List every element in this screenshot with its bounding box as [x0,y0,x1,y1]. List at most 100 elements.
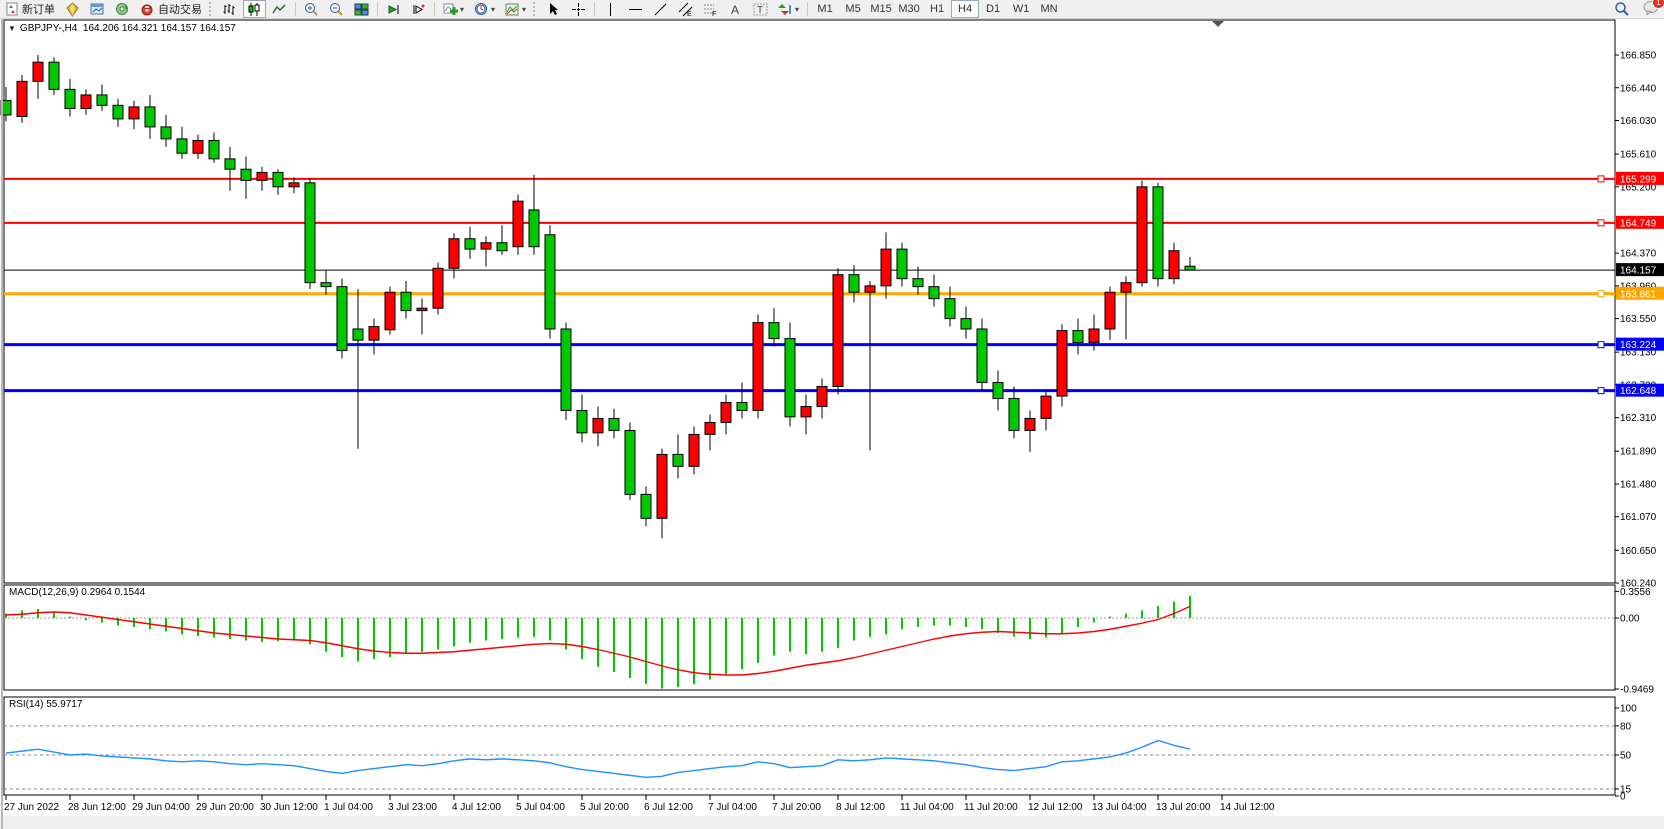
tab-timeframe-m15[interactable]: M15 [870,3,892,15]
time-tick-label: 5 Jul 20:00 [580,802,629,813]
templates-icon [505,3,519,15]
candle [608,417,620,431]
candle [336,286,348,352]
candle [1120,282,1132,293]
periods-button[interactable]: ▾ [470,0,499,18]
sound-button[interactable] [111,0,134,18]
candle [496,242,508,252]
candle [1040,395,1052,419]
notifications-button[interactable]: 1 [1643,0,1664,18]
horizontal-line-button[interactable] [624,0,647,18]
candle [640,493,652,519]
templates-button[interactable]: ▾ [501,0,530,18]
vertical-line-button[interactable] [599,0,622,18]
time-tick-label: 13 Jul 04:00 [1092,802,1147,813]
tab-timeframe-m1[interactable]: M1 [817,3,833,15]
text-label-button[interactable]: T [749,0,772,18]
candle [208,139,220,160]
time-tick-label: 12 Jul 12:00 [1028,802,1083,813]
crosshair-button[interactable] [567,0,590,18]
candle [768,322,780,340]
tile-windows-button[interactable] [350,0,373,18]
candle [624,429,636,495]
time-tick-label: 8 Jul 12:00 [836,802,885,813]
toolbar-grip [533,2,539,16]
price-level-label: 164.157 [1620,266,1657,277]
line-handle[interactable] [1597,175,1605,183]
candle [800,405,812,418]
tab-timeframe-d1[interactable]: D1 [986,3,1001,15]
notification-badge: 1 [1652,0,1664,9]
fibonacci-icon: F [704,4,716,17]
symbol-label: GBPJPY-,H4 [19,23,78,34]
line-handle[interactable] [1597,387,1605,395]
price-tick-label: 165.200 [1620,182,1657,193]
tab-timeframe-h1[interactable]: H1 [930,3,945,15]
tab-timeframe-h4[interactable]: H4 [951,0,980,18]
cursor-button[interactable] [542,0,565,18]
equidistant-channel-button[interactable]: E [674,0,697,18]
time-tick-label: 13 Jul 20:00 [1156,802,1211,813]
candle [160,126,172,140]
bar-chart-button[interactable] [218,0,241,18]
candle [144,106,156,128]
trendline-button[interactable] [649,0,672,18]
new-order-button[interactable]: 新订单 [1,0,59,18]
candle [304,182,316,284]
line-chart-icon [272,3,286,13]
line-chart-button[interactable] [268,0,291,18]
time-tick-label: 27 Jun 2022 [4,802,59,813]
indicators-button[interactable]: ▾ [439,0,468,18]
candle [704,421,716,435]
ohlc-values: 164.206 164.321 164.157 164.157 [82,23,236,34]
macd-scale-label: 0.3556 [1620,587,1651,598]
time-tick-label: 7 Jul 20:00 [772,802,821,813]
text-button[interactable]: A [724,0,747,18]
toolbar-separator [807,2,809,16]
rsi-scale-label: 80 [1620,721,1632,732]
candle [848,274,860,293]
toolbar-separator [594,2,596,16]
price-level-label-bg [1616,286,1664,300]
bar-chart-icon [223,3,235,15]
chart-profile-button[interactable] [86,0,109,18]
arrows-button[interactable]: ▾ [774,0,803,18]
search-button[interactable] [1610,0,1634,18]
candlestick-chart-button[interactable] [243,0,266,18]
candle [784,338,796,418]
tab-timeframe-m30[interactable]: M30 [898,3,920,15]
chart-title: ▼ GBPJPY-,H4 164.206 164.321 164.157 164.… [8,23,236,34]
window-bottom-strip [0,816,1664,829]
candle [544,234,556,330]
price-tick-label: 163.550 [1620,314,1657,325]
candle [256,171,268,181]
tab-timeframe-mn[interactable]: MN [1040,3,1058,15]
toolbar-separator [377,2,378,16]
chart-shift-button[interactable] [407,0,430,18]
tab-timeframe-w1[interactable]: W1 [1012,3,1030,15]
macd-signal-line [5,605,1191,676]
candles-layer [0,55,1196,539]
candle [288,182,300,188]
rsi-line [5,739,1191,779]
macd-scale-label: 0.00 [1620,614,1640,625]
autotrading-button[interactable]: 自动交易 [136,0,206,18]
indicators-icon [443,3,458,15]
zoom-out-button[interactable] [325,0,348,18]
line-handle[interactable] [1597,290,1605,298]
tab-timeframe-m5[interactable]: M5 [845,3,861,15]
price-tick-label: 163.130 [1620,348,1657,359]
toolbar: 新订单 自动交易 ▾ ▾ [0,0,1664,19]
price-tick-label: 160.240 [1620,579,1657,590]
rsi-scale-label: 50 [1620,751,1632,762]
shift-marker[interactable] [1212,21,1224,27]
line-handle[interactable] [1597,219,1605,227]
market-watch-button[interactable] [61,0,84,18]
line-handle[interactable] [1597,341,1605,349]
zoom-in-button[interactable] [300,0,323,18]
candle [96,94,108,106]
trendline-icon [654,3,667,15]
fibonacci-button[interactable]: F [699,0,722,18]
autoscroll-button[interactable] [382,0,405,18]
